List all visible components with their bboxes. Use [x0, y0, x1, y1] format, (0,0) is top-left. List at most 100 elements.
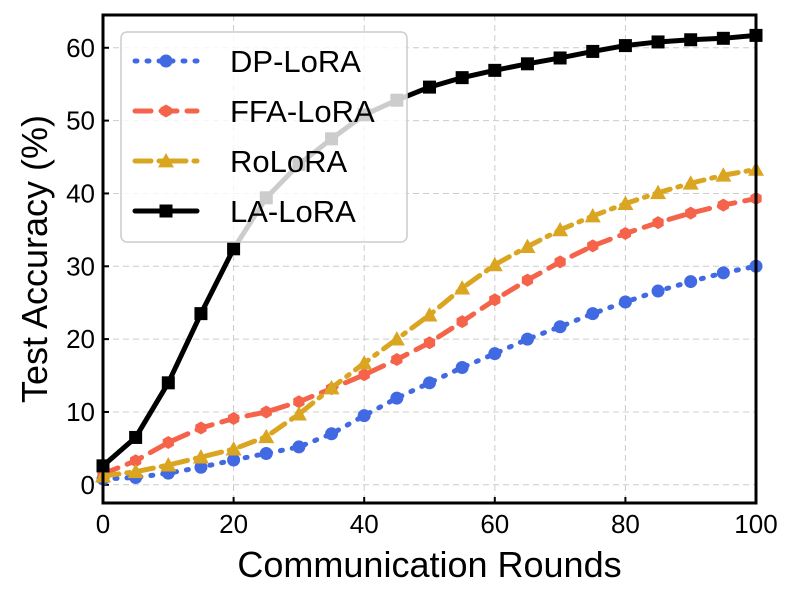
y-tick-label: 0: [81, 470, 95, 500]
y-tick-label: 20: [66, 324, 95, 354]
data-point-rolora: [519, 238, 536, 254]
data-point-ffa-lora: [717, 198, 729, 212]
data-point-ffa-lora: [554, 255, 566, 269]
data-point-la-lora: [227, 242, 241, 256]
data-point-rolora: [127, 463, 144, 479]
data-point-dp-lora: [716, 266, 730, 280]
data-point-rolora: [584, 208, 601, 223]
data-point-rolora: [388, 331, 405, 346]
data-point-dp-lora: [390, 391, 404, 405]
axis-ticks: 0 20 40 60 80 100 0 10 20 30 40 50 60: [66, 33, 778, 539]
legend-marker-dp-lora: [159, 54, 173, 68]
data-point-dp-lora: [259, 446, 273, 460]
legend-label-la-lora: LA-LoRA: [230, 194, 356, 229]
data-point-la-lora: [520, 57, 534, 71]
y-tick-label: 60: [66, 33, 95, 63]
data-point-dp-lora: [618, 295, 632, 309]
data-point-rolora: [323, 379, 340, 395]
data-point-dp-lora: [488, 347, 502, 361]
y-tick-label: 10: [66, 397, 95, 427]
grid-lines: [102, 15, 757, 503]
data-point-rolora: [258, 428, 275, 444]
legend-label-rolora: RoLoRA: [230, 144, 347, 179]
data-point-la-lora: [423, 80, 436, 94]
data-point-dp-lora: [684, 275, 698, 289]
data-point-rolora: [552, 221, 569, 237]
data-point-ffa-lora: [162, 436, 174, 450]
data-point-ffa-lora: [260, 405, 272, 419]
data-point-la-lora: [455, 71, 469, 85]
data-point-ffa-lora: [521, 273, 534, 287]
data-point-rolora: [290, 406, 307, 421]
data-point-ffa-lora: [619, 227, 632, 241]
data-point-dp-lora: [651, 284, 665, 298]
data-point-la-lora: [618, 39, 632, 53]
series-ffa-lora: [97, 192, 762, 481]
y-axis-title: Test Accuracy (%): [14, 115, 55, 403]
legend: DP-LoRA FFA-LoRA RoLoRA LA-LoRA: [120, 31, 408, 243]
y-tick-label: 30: [66, 251, 95, 281]
x-axis-title: Communication Rounds: [237, 544, 621, 585]
data-point-dp-lora: [423, 376, 436, 390]
data-point-ffa-lora: [587, 239, 599, 253]
data-point-ffa-lora: [456, 315, 468, 329]
data-point-la-lora: [684, 33, 698, 47]
data-point-la-lora: [488, 63, 502, 77]
y-tick-label: 50: [66, 106, 95, 136]
data-point-rolora: [421, 307, 438, 322]
data-point-ffa-lora: [227, 412, 240, 426]
legend-label-dp-lora: DP-LoRA: [230, 44, 361, 79]
x-tick-label: 60: [480, 509, 509, 539]
data-point-rolora: [192, 449, 209, 464]
data-point-dp-lora: [292, 440, 306, 454]
data-point-ffa-lora: [358, 368, 370, 382]
data-point-dp-lora: [357, 409, 371, 423]
data-point-rolora: [356, 355, 373, 370]
data-point-rolora: [225, 441, 242, 456]
data-point-ffa-lora: [391, 353, 403, 367]
data-point-rolora: [682, 175, 699, 190]
data-point-rolora: [454, 280, 471, 295]
data-point-la-lora: [651, 35, 665, 49]
data-point-la-lora: [194, 307, 208, 321]
data-point-la-lora: [716, 31, 730, 45]
data-point-la-lora: [161, 376, 175, 390]
data-point-dp-lora: [455, 361, 469, 375]
data-point-dp-lora: [325, 427, 339, 441]
legend-box: [120, 31, 408, 243]
data-point-rolora: [650, 184, 667, 200]
data-point-ffa-lora: [293, 395, 305, 409]
x-tick-label: 0: [96, 509, 110, 539]
legend-marker-ffa-lora: [160, 104, 172, 118]
data-point-dp-lora: [586, 307, 600, 321]
data-point-dp-lora: [520, 332, 534, 346]
data-point-la-lora: [129, 430, 143, 444]
x-tick-label: 20: [219, 509, 248, 539]
data-point-rolora: [617, 195, 634, 211]
legend-label-ffa-lora: FFA-LoRA: [230, 94, 375, 129]
plot-frame: [101, 13, 758, 505]
data-point-ffa-lora: [423, 336, 436, 350]
data-point-ffa-lora: [489, 293, 501, 307]
y-tick-label: 40: [66, 178, 95, 208]
data-point-ffa-lora: [130, 454, 142, 468]
data-point-rolora: [715, 167, 732, 182]
data-point-rolora: [486, 256, 503, 272]
legend-marker-rolora: [158, 153, 174, 168]
legend-marker-la-lora: [159, 204, 173, 218]
x-tick-label: 40: [350, 509, 379, 539]
data-point-dp-lora: [227, 453, 241, 467]
data-point-la-lora: [553, 51, 567, 65]
data-point-ffa-lora: [652, 216, 664, 230]
x-tick-label: 80: [611, 509, 640, 539]
data-point-dp-lora: [194, 460, 208, 474]
series-dp-lora: [96, 259, 763, 486]
data-point-ffa-lora: [685, 206, 697, 220]
data-point-rolora: [160, 457, 177, 472]
data-point-ffa-lora: [195, 421, 207, 435]
x-tick-label: 100: [734, 509, 777, 539]
data-point-la-lora: [586, 44, 600, 58]
data-point-dp-lora: [553, 320, 567, 334]
series-line-dp-lora: [100, 263, 759, 482]
